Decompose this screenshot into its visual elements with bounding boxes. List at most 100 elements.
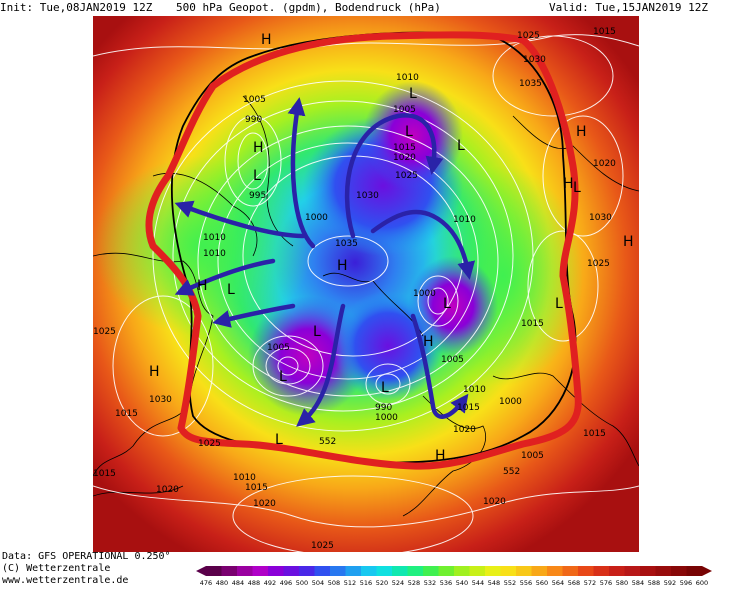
isobar-label: 1000 bbox=[413, 289, 436, 299]
legend-swatch bbox=[469, 566, 485, 576]
legend-tick-label: 480 bbox=[216, 579, 228, 587]
legend-swatch bbox=[237, 566, 253, 576]
isobar-label: 1035 bbox=[519, 79, 542, 89]
copyright: (C) Wetterzentrale bbox=[2, 563, 111, 574]
legend-tick-label: 504 bbox=[312, 579, 324, 587]
website-url: www.wetterzentrale.de bbox=[2, 575, 129, 586]
isobar-label: 990 bbox=[375, 403, 392, 413]
legend-tick-label: 552 bbox=[504, 579, 516, 587]
legend-tick-label: 568 bbox=[568, 579, 580, 587]
low-marker: L bbox=[409, 86, 417, 102]
high-marker: H bbox=[563, 176, 574, 192]
legend-tick-label: 600 bbox=[696, 579, 708, 587]
low-marker: L bbox=[313, 324, 321, 340]
high-marker: H bbox=[435, 448, 446, 464]
legend-swatch bbox=[345, 566, 361, 576]
legend-arrow-left bbox=[196, 566, 206, 576]
isobar-label: 1020 bbox=[156, 485, 179, 495]
isobar-label: 990 bbox=[245, 115, 262, 125]
legend-swatch bbox=[547, 566, 563, 576]
low-marker: L bbox=[573, 180, 581, 196]
legend-swatch bbox=[423, 566, 439, 576]
legend-swatch bbox=[454, 566, 470, 576]
legend-swatch bbox=[376, 566, 392, 576]
legend-swatch bbox=[361, 566, 377, 576]
isobar-label: 1030 bbox=[356, 191, 379, 201]
legend-swatch bbox=[268, 566, 284, 576]
legend-tick-label: 592 bbox=[664, 579, 676, 587]
isobar-label: 1015 bbox=[393, 143, 416, 153]
isobar-label: 1015 bbox=[115, 409, 138, 419]
legend-swatch bbox=[671, 566, 687, 576]
legend-swatch bbox=[655, 566, 671, 576]
legend-swatch bbox=[206, 566, 222, 576]
isobar-label: 1005 bbox=[267, 343, 290, 353]
isobar-label: 1005 bbox=[243, 95, 266, 105]
legend-swatch bbox=[252, 566, 268, 576]
isobar-label: 1030 bbox=[149, 395, 172, 405]
legend-tick-label: 536 bbox=[440, 579, 452, 587]
low-marker: L bbox=[443, 296, 451, 312]
high-marker: H bbox=[197, 278, 208, 294]
legend-swatch bbox=[531, 566, 547, 576]
legend-swatch bbox=[593, 566, 609, 576]
isobar-label: 1010 bbox=[203, 233, 226, 243]
isobar-label: 1025 bbox=[311, 541, 334, 551]
legend-swatch bbox=[516, 566, 532, 576]
legend-tick-label: 528 bbox=[408, 579, 420, 587]
isobar-label: 1030 bbox=[523, 55, 546, 65]
legend-tick-label: 588 bbox=[648, 579, 660, 587]
legend-swatch bbox=[624, 566, 640, 576]
isobar-label: 1000 bbox=[499, 397, 522, 407]
isobar-label: 1015 bbox=[245, 483, 268, 493]
low-marker: L bbox=[405, 124, 413, 140]
legend-tick-label: 544 bbox=[472, 579, 484, 587]
legend-tick-label: 484 bbox=[232, 579, 244, 587]
isobar-label: 1005 bbox=[521, 451, 544, 461]
isobar-label: 1020 bbox=[593, 159, 616, 169]
isobar-label: 1015 bbox=[521, 319, 544, 329]
color-legend: 476 480 484 488 492 496 500 504 508 512 516 520 524 5… bbox=[196, 566, 712, 587]
legend-swatch bbox=[221, 566, 237, 576]
legend-swatch bbox=[578, 566, 594, 576]
isobar-labels: 1025 1030 1035 1015 1010 1005 990 995 10… bbox=[93, 27, 616, 551]
legend-tick-label: 520 bbox=[376, 579, 388, 587]
field-blob bbox=[93, 156, 313, 336]
legend-tick-label: 548 bbox=[488, 579, 500, 587]
isobar-label: 1005 bbox=[393, 105, 416, 115]
legend-tick-label: 556 bbox=[520, 579, 532, 587]
isobar-label: 552 bbox=[503, 467, 520, 477]
legend-swatch bbox=[640, 566, 656, 576]
low-marker: L bbox=[457, 138, 465, 154]
legend-tick-label: 492 bbox=[264, 579, 276, 587]
legend-tick-label: 596 bbox=[680, 579, 692, 587]
low-marker: L bbox=[275, 432, 283, 448]
legend-tick-label: 576 bbox=[600, 579, 612, 587]
isobar-label: 1015 bbox=[593, 27, 616, 37]
legend-tick-label: 512 bbox=[344, 579, 356, 587]
init-time: Init: Tue,08JAN2019 12Z bbox=[0, 1, 153, 14]
legend-swatch bbox=[485, 566, 501, 576]
isobar-label: 1015 bbox=[93, 469, 116, 479]
isobar-label: 1025 bbox=[587, 259, 610, 269]
legend-swatch bbox=[330, 566, 346, 576]
isobar-label: 1020 bbox=[253, 499, 276, 509]
isobar-label: 995 bbox=[249, 191, 266, 201]
isobar-label: 1035 bbox=[335, 239, 358, 249]
low-marker: L bbox=[227, 282, 235, 298]
high-marker: H bbox=[253, 140, 264, 156]
valid-time: Valid: Tue,15JAN2019 12Z bbox=[549, 1, 708, 14]
high-marker: H bbox=[623, 234, 634, 250]
isobar-label: 1010 bbox=[233, 473, 256, 483]
legend-ticks: 476 480 484 488 492 496 500 504 508 512 516 520 524 5… bbox=[200, 579, 708, 587]
legend-tick-label: 496 bbox=[280, 579, 292, 587]
pressure-systems: H H H H H H H H H H L L L L L L L L L L … bbox=[149, 32, 634, 464]
isobar-label: 1025 bbox=[93, 327, 116, 337]
legend-swatch bbox=[686, 566, 702, 576]
isobar-label: 1005 bbox=[441, 355, 464, 365]
high-marker: H bbox=[149, 364, 160, 380]
legend-tick-label: 580 bbox=[616, 579, 628, 587]
legend-tick-label: 560 bbox=[536, 579, 548, 587]
legend-swatch bbox=[392, 566, 408, 576]
isobar-label: 1020 bbox=[453, 425, 476, 435]
